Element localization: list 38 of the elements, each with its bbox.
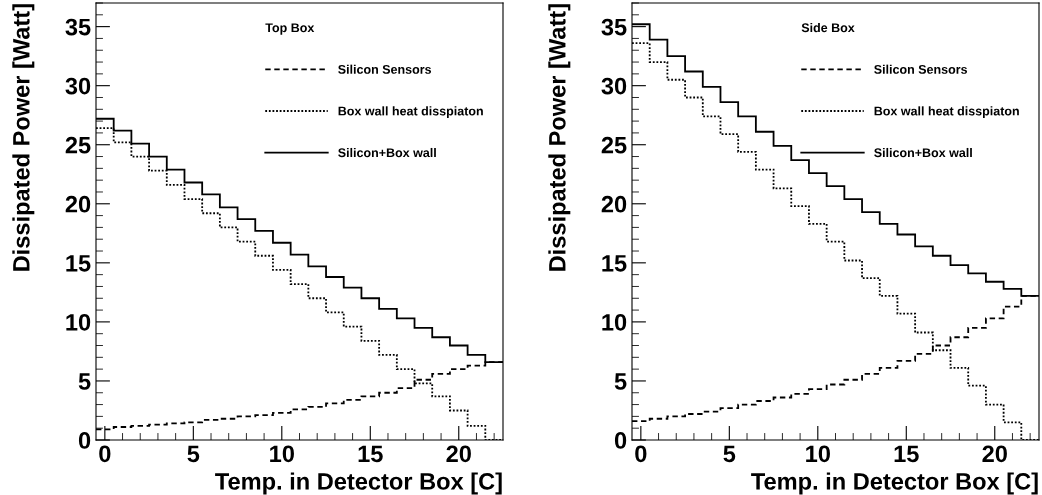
x-axis-title: Temp. in Detector Box [C]: [751, 472, 1038, 495]
y-tick-label: 35: [601, 18, 627, 36]
x-tick-label: 10: [270, 445, 294, 463]
x-tick-label: 20: [982, 445, 1007, 463]
y-tick-label: 0: [78, 432, 91, 449]
y-tick-label: 15: [66, 255, 91, 272]
y-tick-label: 20: [65, 195, 91, 213]
y-tick-label: 30: [65, 77, 91, 95]
legend-title: Top Box: [265, 23, 315, 35]
y-tick-label: 5: [614, 373, 627, 390]
y-axis-title: Dissipated Power [Watt]: [548, 4, 571, 271]
y-axis-title: Dissipated Power [Watt]: [12, 4, 35, 271]
legend-label: Box wall heat disspiaton: [874, 106, 1019, 118]
x-tick-label: 15: [358, 445, 383, 463]
y-tick-label: 0: [614, 432, 627, 449]
y-tick-label: 5: [78, 373, 91, 390]
legend-title: Side Box: [801, 22, 855, 33]
y-tick-label: 25: [65, 136, 91, 154]
y-tick-label: 15: [602, 255, 627, 272]
x-tick-label: 10: [806, 445, 830, 463]
legend-label: Silicon+Box wall: [338, 147, 436, 158]
x-tick-label: 5: [187, 445, 200, 463]
x-tick-label: 0: [99, 445, 111, 463]
x-tick-label: 15: [894, 445, 919, 463]
x-tick-label: 20: [446, 445, 471, 463]
legend-label: Silicon Sensors: [874, 64, 968, 74]
legend-label: Box wall heat disspiaton: [338, 106, 483, 118]
legend-label: Silicon+Box wall: [874, 147, 972, 158]
x-axis-title: Temp. in Detector Box [C]: [215, 472, 502, 495]
x-tick-label: 5: [723, 445, 736, 463]
y-tick-label: 35: [65, 18, 91, 36]
legend-label: Silicon Sensors: [338, 64, 432, 74]
y-tick-label: 30: [601, 77, 627, 95]
y-tick-label: 25: [601, 136, 627, 154]
y-tick-label: 20: [601, 195, 627, 213]
x-tick-label: 0: [635, 445, 647, 463]
y-tick-label: 10: [66, 313, 91, 331]
y-tick-label: 10: [602, 313, 627, 331]
